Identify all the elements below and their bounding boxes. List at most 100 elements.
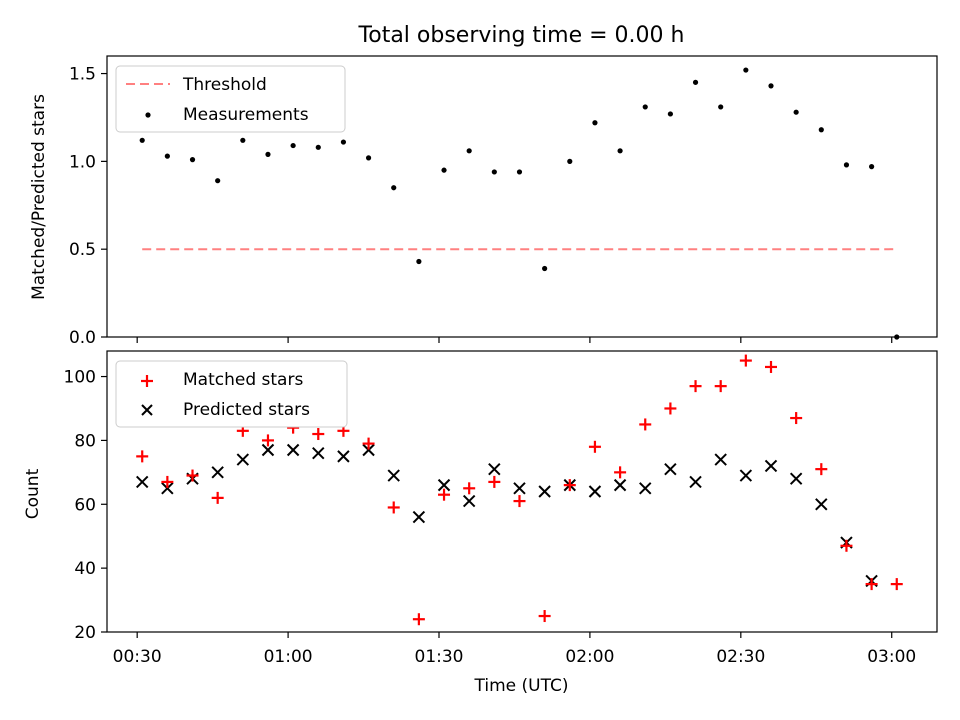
legend-measurements-swatch [145, 112, 151, 118]
matched-star-point [211, 491, 224, 504]
measurement-point [139, 137, 145, 143]
bottom-plot-frame [106, 350, 938, 633]
bottom-y-tick-label: 20 [74, 623, 96, 643]
predicted-star-point [689, 475, 702, 489]
matched-star-point [438, 488, 451, 501]
top-y-tick-label: 0.5 [69, 240, 96, 260]
predicted-stroke [387, 469, 400, 482]
measurement-point [818, 127, 824, 133]
matched-star-point [463, 482, 476, 495]
matched-star-point [312, 428, 325, 441]
predicted-stroke [664, 462, 677, 476]
predicted-stroke [513, 482, 526, 495]
measurement-point [441, 167, 447, 173]
measurement-point [416, 258, 422, 265]
predicted-stroke [538, 485, 551, 498]
matched-star-point [362, 437, 375, 450]
measurement-point [215, 178, 221, 184]
bottom-y-tick-label: 40 [74, 559, 96, 579]
matched-star-point [639, 418, 652, 431]
measurement-point [315, 144, 321, 150]
legend-matched-swatch [141, 375, 153, 387]
measurement-point [617, 148, 623, 154]
matched-star-point [261, 434, 274, 447]
bottom-y-tick-label: 60 [74, 495, 96, 515]
predicted-stroke [462, 494, 476, 508]
matched-star-point [161, 475, 174, 488]
measurement-point [164, 153, 170, 159]
top-y-tick-label: 1.5 [69, 65, 96, 85]
matched-star-point [890, 578, 903, 591]
bottom-x-tick-label: 03:00 [867, 647, 916, 667]
measurement-point [567, 158, 573, 164]
predicted-stroke [437, 478, 451, 492]
predicted-star-point [639, 482, 652, 495]
top-y-axis-label: Matched/Predicted stars [29, 94, 49, 300]
bottom-legend: Matched stars Predicted stars [115, 360, 348, 428]
measurement-point [768, 83, 774, 89]
predicted-star-point [613, 478, 627, 492]
measurement-point [667, 111, 673, 117]
bottom-x-tick-label: 02:00 [565, 647, 614, 667]
matched-star-point [664, 402, 677, 415]
matched-star-point [790, 412, 803, 425]
top-plot-frame [106, 55, 938, 338]
matched-star-point [563, 479, 576, 492]
matched-star-point [840, 539, 853, 552]
bottom-legend-box [115, 360, 348, 428]
top-legend: Threshold Measurements [115, 65, 346, 133]
matched-star-point [588, 440, 601, 453]
measurement-point [843, 162, 850, 168]
predicted-star-point [513, 482, 526, 495]
predicted-stroke [815, 498, 828, 511]
predicted-stroke [286, 443, 300, 457]
predicted-stroke [588, 485, 602, 498]
legend-predicted-label: Predicted stars [183, 400, 310, 420]
matched-star-point [714, 380, 727, 393]
predicted-stroke [236, 453, 250, 466]
predicted-stroke [362, 443, 375, 457]
predicted-star-point [488, 462, 501, 476]
measurement-point [793, 109, 799, 115]
matched-star-point [488, 475, 501, 488]
measurement-point [491, 169, 497, 175]
measurement-point [692, 79, 699, 85]
predicted-star-point [261, 443, 275, 457]
legend-matched-label: Matched stars [183, 370, 303, 390]
predicted-stroke [337, 450, 350, 463]
measurement-point [642, 104, 648, 110]
measurement-point [189, 157, 196, 163]
matched-star-point [865, 578, 878, 591]
measurement-point [365, 155, 372, 161]
top-ticks: 0.0 0.5 1.0 1.5 [69, 65, 893, 348]
legend-measurements-label: Measurements [183, 105, 309, 125]
predicted-stroke [764, 459, 778, 473]
predicted-star-point [312, 446, 325, 460]
chart-title: Total observing time = 0.00 h [358, 23, 685, 48]
bottom-y-axis-label: Count [23, 468, 43, 519]
predicted-star-point [714, 453, 727, 466]
legend-predicted-swatch [141, 404, 153, 416]
predicted-star-point [136, 475, 149, 489]
bottom-panel: Count Time (UTC) 20 40 60 80 100 00:30 01:00 01… [23, 350, 938, 696]
predicted-star-point [337, 450, 350, 463]
matched-star-point [614, 466, 627, 479]
x-axis-label: Time (UTC) [474, 676, 569, 696]
measurement-point [290, 142, 296, 149]
predicted-star-point [161, 482, 174, 495]
predicted-stroke [789, 472, 803, 485]
predicted-star-point [412, 510, 426, 524]
predicted-star-point [462, 494, 476, 508]
top-panel: Total observing time = 0.00 h Matched/Pr… [29, 23, 938, 348]
bottom-y-tick-label: 80 [74, 431, 96, 451]
predicted-star-point [789, 472, 803, 485]
matched-star-point [186, 469, 199, 482]
predicted-star-point [764, 459, 778, 473]
matched-star-point [387, 501, 400, 514]
measurement-point [592, 120, 598, 126]
predicted-stroke [639, 482, 652, 495]
predicted-stroke [312, 446, 325, 460]
top-y-tick-label: 0.0 [69, 328, 96, 348]
predicted-star-point [211, 466, 224, 479]
predicted-star-point [387, 469, 400, 482]
